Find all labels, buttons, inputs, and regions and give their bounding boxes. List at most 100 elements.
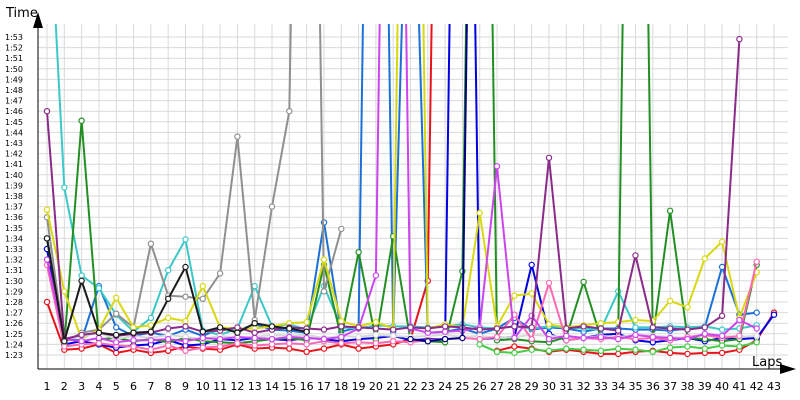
data-point: [338, 333, 345, 341]
data-point: [563, 325, 570, 332]
data-point: [182, 347, 189, 354]
data-point: [476, 341, 483, 348]
x-axis-title: Laps: [752, 355, 782, 370]
data-point: [666, 207, 674, 214]
data-point: [130, 329, 137, 336]
series-14: [476, 339, 760, 357]
data-point: [632, 252, 639, 259]
data-point: [78, 277, 85, 284]
data-point: [684, 335, 691, 343]
data-point: [199, 282, 206, 290]
y-tick-label: 1:42: [5, 150, 23, 159]
data-point: [164, 314, 172, 322]
data-point: [251, 282, 258, 290]
data-point: [320, 335, 328, 343]
data-point: [441, 328, 449, 335]
data-point: [424, 338, 431, 345]
data-point: [666, 334, 674, 342]
x-tick-label: 20: [369, 380, 383, 393]
x-tick-label: 16: [300, 380, 314, 393]
x-axis-arrow-icon: [780, 364, 796, 374]
data-point: [268, 323, 276, 330]
data-point: [718, 238, 726, 245]
data-point: [268, 341, 276, 348]
data-point: [112, 349, 120, 357]
x-tick-label: 27: [490, 380, 504, 393]
data-point: [164, 342, 172, 349]
data-point: [390, 338, 397, 345]
data-point: [338, 225, 345, 233]
y-tick-label: 1:37: [5, 203, 23, 212]
data-point: [511, 334, 518, 342]
y-tick-label: 1:34: [5, 234, 23, 243]
data-point: [701, 330, 709, 337]
data-point: [303, 334, 310, 342]
y-tick-label: 1:33: [5, 245, 23, 254]
data-point: [545, 347, 553, 354]
data-point: [199, 344, 206, 351]
data-point: [476, 335, 483, 343]
data-point: [338, 317, 345, 325]
data-point: [147, 337, 155, 344]
data-point: [130, 324, 137, 331]
data-point: [736, 343, 743, 350]
data-point: [528, 261, 535, 269]
x-tick-label: 13: [248, 380, 262, 393]
data-point: [320, 345, 328, 352]
data-point: [320, 288, 328, 295]
data-point: [701, 255, 709, 262]
x-tick-label: 11: [213, 380, 227, 393]
x-tick-label: 15: [282, 380, 296, 393]
data-point: [632, 324, 639, 331]
data-point: [112, 310, 120, 317]
data-point: [753, 332, 760, 340]
data-point: [649, 333, 657, 341]
data-point: [251, 334, 258, 342]
data-point: [303, 328, 310, 335]
data-point: [476, 326, 483, 333]
data-point: [268, 203, 276, 210]
x-tick-label: 43: [767, 380, 781, 393]
x-tick-label: 1: [44, 380, 51, 393]
data-point: [701, 324, 709, 331]
data-point: [164, 347, 172, 354]
data-point: [78, 331, 85, 339]
data-point: [43, 298, 51, 306]
data-point: [424, 325, 431, 332]
x-tick-label: 35: [629, 380, 643, 393]
data-point: [372, 331, 380, 339]
data-point: [632, 331, 639, 339]
data-point: [563, 332, 570, 340]
x-tick-label: 31: [559, 380, 573, 393]
y-tick-label: 1:50: [5, 65, 23, 74]
data-point: [182, 263, 189, 271]
data-point: [199, 334, 206, 342]
data-point: [112, 331, 120, 339]
data-point: [718, 312, 726, 319]
x-tick-label: 40: [715, 380, 729, 393]
series-line: [46, 238, 307, 343]
data-point: [684, 350, 691, 358]
data-point: [286, 333, 293, 341]
data-point: [493, 333, 501, 341]
data-point: [511, 343, 518, 350]
data-point: [441, 323, 449, 330]
data-point: [355, 248, 362, 256]
data-point: [303, 341, 310, 348]
data-point: [216, 324, 224, 331]
x-tick-label: 38: [680, 380, 694, 393]
y-tick-label: 1:25: [5, 330, 23, 339]
data-point: [459, 334, 466, 342]
data-point: [286, 107, 293, 115]
x-tick-label: 37: [663, 380, 677, 393]
data-point: [407, 335, 414, 343]
data-point: [61, 184, 68, 191]
x-tick-label: 34: [611, 380, 625, 393]
data-point: [95, 334, 103, 342]
y-tick-label: 1:43: [5, 139, 23, 148]
data-point: [718, 263, 726, 271]
x-tick-label: 29: [525, 380, 539, 393]
x-tick-label: 2: [61, 380, 68, 393]
data-point: [251, 320, 258, 327]
